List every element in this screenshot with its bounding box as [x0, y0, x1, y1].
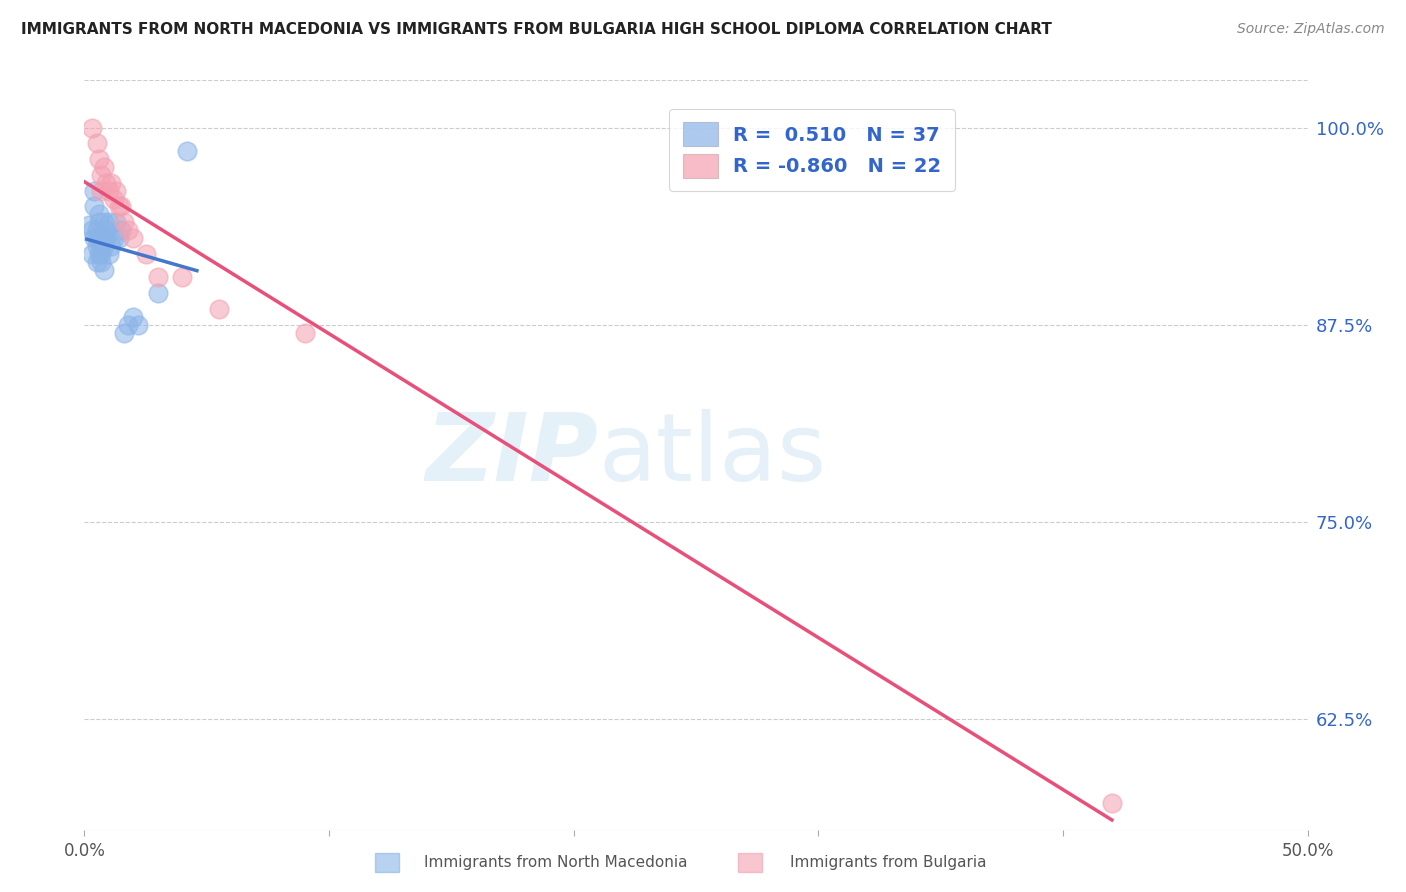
Point: [83, 199, 105, 213]
Point: [117, 223, 139, 237]
Point: [97, 215, 120, 229]
Point: [146, 286, 169, 301]
Point: [96, 231, 118, 245]
Point: [96, 223, 118, 237]
Point: [97, 184, 120, 198]
Point: [112, 326, 135, 340]
Point: [97, 247, 120, 261]
Point: [100, 176, 122, 190]
Point: [105, 215, 128, 229]
Point: [122, 231, 145, 245]
Point: [110, 223, 132, 237]
Legend: R =  0.510   N = 37, R = -0.860   N = 22: R = 0.510 N = 37, R = -0.860 N = 22: [669, 109, 955, 191]
Point: [87, 215, 110, 229]
Text: Immigrants from Bulgaria: Immigrants from Bulgaria: [790, 855, 987, 870]
Point: [107, 199, 129, 213]
Text: 0.0%: 0.0%: [63, 842, 105, 860]
Point: [83, 231, 105, 245]
Point: [86, 254, 108, 268]
Text: Immigrants from North Macedonia: Immigrants from North Macedonia: [423, 855, 688, 870]
Point: [83, 184, 105, 198]
Text: Source: ZipAtlas.com: Source: ZipAtlas.com: [1237, 22, 1385, 37]
Point: [100, 239, 122, 253]
Point: [93, 262, 115, 277]
Point: [110, 199, 132, 213]
Point: [127, 318, 149, 332]
Point: [87, 152, 110, 166]
Point: [96, 176, 118, 190]
Point: [90, 239, 112, 253]
Text: atlas: atlas: [598, 409, 827, 501]
Point: [93, 239, 115, 253]
Point: [80, 247, 103, 261]
Point: [87, 207, 110, 221]
Point: [86, 223, 108, 237]
Point: [117, 318, 139, 332]
Text: IMMIGRANTS FROM NORTH MACEDONIA VS IMMIGRANTS FROM BULGARIA HIGH SCHOOL DIPLOMA : IMMIGRANTS FROM NORTH MACEDONIA VS IMMIG…: [21, 22, 1052, 37]
Point: [208, 301, 231, 316]
Point: [80, 223, 103, 237]
Text: 50.0%: 50.0%: [1281, 842, 1334, 860]
Point: [172, 270, 194, 285]
Point: [87, 247, 110, 261]
Point: [86, 239, 108, 253]
Point: [112, 215, 135, 229]
Point: [86, 136, 108, 151]
Point: [294, 326, 316, 340]
Text: ZIP: ZIP: [425, 409, 598, 501]
Point: [103, 231, 125, 245]
Point: [103, 192, 125, 206]
Point: [146, 270, 169, 285]
Point: [93, 231, 115, 245]
Point: [122, 310, 145, 324]
Point: [90, 168, 112, 182]
Point: [90, 184, 112, 198]
Point: [93, 215, 115, 229]
Point: [1101, 796, 1123, 810]
Point: [87, 231, 110, 245]
Point: [93, 160, 115, 174]
Point: [77, 219, 100, 233]
Point: [90, 254, 112, 268]
Point: [90, 247, 112, 261]
Point: [105, 184, 128, 198]
Point: [107, 231, 129, 245]
Point: [86, 231, 108, 245]
Point: [90, 231, 112, 245]
Point: [135, 247, 157, 261]
Point: [176, 145, 198, 159]
Point: [80, 120, 103, 135]
